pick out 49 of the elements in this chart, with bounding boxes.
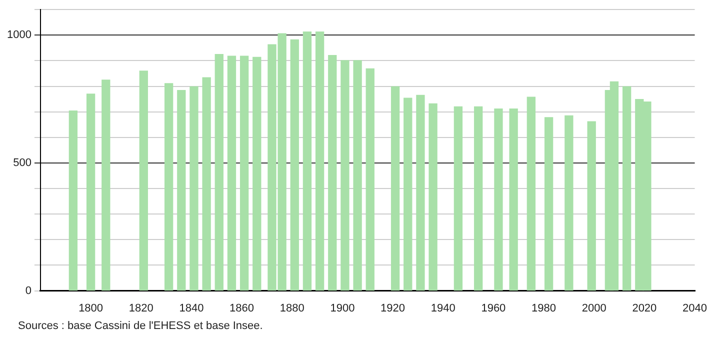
bar	[102, 80, 110, 291]
bar	[86, 94, 96, 291]
bar	[366, 68, 374, 291]
bar	[416, 94, 425, 291]
x-tick-label: 1860	[230, 302, 254, 314]
bar	[428, 103, 438, 291]
bar	[494, 108, 503, 291]
bar	[252, 56, 262, 291]
x-tick-label: 1800	[78, 302, 104, 314]
bar	[587, 121, 596, 291]
x-tick-label: 1840	[179, 302, 204, 314]
bar	[315, 32, 324, 291]
bar	[564, 115, 574, 291]
bar	[190, 86, 198, 291]
x-tick-label: 1920	[380, 302, 406, 314]
bar	[290, 39, 299, 291]
y-tick-label: 1000	[6, 29, 32, 42]
x-tick-label: 2000	[582, 302, 606, 314]
x-tick-label: 2040	[682, 302, 708, 314]
bar	[544, 117, 554, 291]
bar	[509, 108, 518, 291]
bar	[302, 32, 312, 291]
bar	[227, 56, 236, 291]
bar	[240, 56, 249, 291]
bar	[622, 86, 632, 291]
bar	[390, 86, 400, 291]
bar	[474, 106, 483, 291]
y-tick-label: 500	[13, 157, 32, 170]
x-tick-label: 1900	[330, 302, 355, 314]
bar	[177, 90, 186, 291]
bar	[340, 60, 350, 291]
x-tick-label: 1940	[430, 302, 456, 314]
x-tick-label: 1960	[481, 302, 506, 314]
x-tick-label: 1820	[128, 302, 154, 314]
bar	[404, 98, 412, 291]
y-tick-label: 0	[25, 284, 32, 297]
bar	[454, 106, 463, 291]
x-tick-label: 1980	[532, 302, 556, 314]
bar	[68, 110, 78, 291]
bar	[139, 70, 148, 291]
bar	[214, 54, 224, 291]
bar	[202, 77, 211, 291]
x-tick-label: 1880	[280, 302, 304, 314]
bar	[164, 83, 174, 291]
x-tick-label: 2020	[632, 302, 657, 314]
bar	[353, 60, 362, 291]
bar	[328, 55, 337, 291]
source-note: Sources : base Cassini de l'EHESS et base Insee.	[18, 320, 264, 332]
bar	[526, 96, 536, 291]
